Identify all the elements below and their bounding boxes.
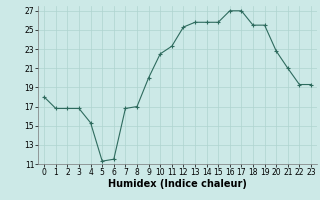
X-axis label: Humidex (Indice chaleur): Humidex (Indice chaleur) — [108, 179, 247, 189]
